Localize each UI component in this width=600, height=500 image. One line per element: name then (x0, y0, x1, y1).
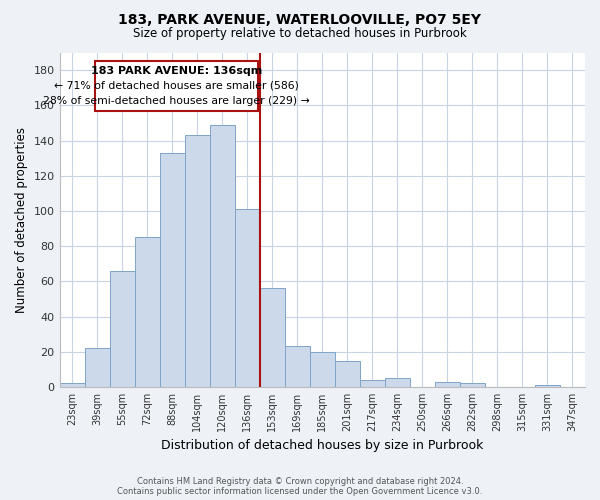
Y-axis label: Number of detached properties: Number of detached properties (15, 126, 28, 312)
Text: ← 71% of detached houses are smaller (586): ← 71% of detached houses are smaller (58… (54, 81, 299, 91)
Bar (385, 378, 410, 387)
Text: 183, PARK AVENUE, WATERLOOVILLE, PO7 5EY: 183, PARK AVENUE, WATERLOOVILLE, PO7 5EY (119, 12, 482, 26)
Bar (285, 346, 310, 387)
Bar (360, 380, 385, 387)
Bar (235, 209, 260, 387)
Bar (335, 360, 360, 387)
Bar (85, 348, 110, 387)
Bar (160, 153, 185, 387)
Bar (260, 288, 285, 387)
Bar (110, 271, 134, 387)
Text: 183 PARK AVENUE: 136sqm: 183 PARK AVENUE: 136sqm (91, 66, 262, 76)
Bar (134, 238, 160, 387)
X-axis label: Distribution of detached houses by size in Purbrook: Distribution of detached houses by size … (161, 440, 484, 452)
Bar (310, 352, 335, 387)
Text: Contains public sector information licensed under the Open Government Licence v3: Contains public sector information licen… (118, 487, 482, 496)
Bar (185, 135, 209, 387)
Text: Contains HM Land Registry data © Crown copyright and database right 2024.: Contains HM Land Registry data © Crown c… (137, 477, 463, 486)
Bar (460, 384, 485, 387)
Text: Size of property relative to detached houses in Purbrook: Size of property relative to detached ho… (133, 28, 467, 40)
Bar (535, 385, 560, 387)
Text: 28% of semi-detached houses are larger (229) →: 28% of semi-detached houses are larger (… (43, 96, 310, 106)
Bar (435, 382, 460, 387)
FancyBboxPatch shape (95, 62, 259, 110)
Bar (59, 384, 85, 387)
Bar (209, 124, 235, 387)
